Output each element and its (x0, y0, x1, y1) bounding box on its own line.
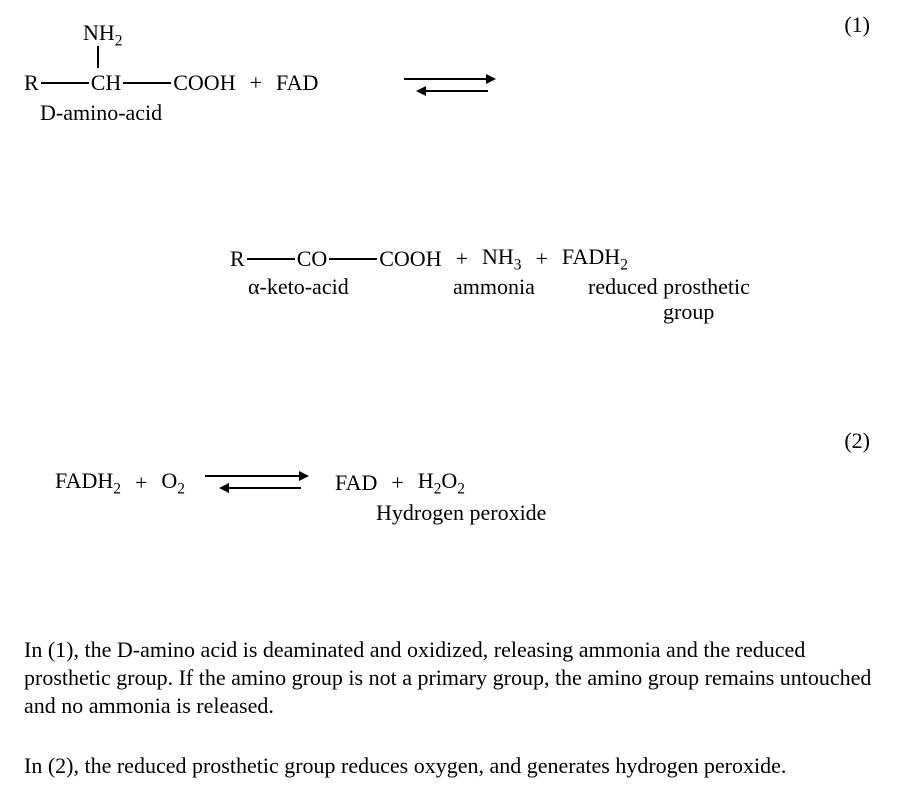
equation-number-2: (2) (844, 428, 870, 454)
equilibrium-arrows-1 (404, 72, 504, 102)
equilibrium-arrows-2 (205, 469, 315, 497)
bond-r-ch (41, 82, 89, 84)
reduced-prosthetic-label-line2: group (663, 299, 714, 325)
nh2-text: NH (83, 20, 115, 45)
plus-sign: + (536, 246, 548, 272)
cooh-group: COOH (173, 70, 235, 96)
bond-co-cooh (329, 258, 377, 260)
arrow-head-left-icon (416, 86, 426, 96)
arrow-head-right-icon (486, 74, 496, 84)
explanation-paragraph-2: In (2), the reduced prosthetic group red… (24, 752, 874, 780)
nh2-vertical-bond (97, 46, 99, 68)
arrow-head-left-icon (219, 483, 229, 493)
fadh2-text: FADH2 (562, 244, 628, 274)
nh2-group: NH2 (83, 20, 122, 50)
o2-reactant: O2 (161, 468, 185, 498)
plus-sign: + (135, 470, 147, 496)
reaction2-row: FADH2 + O2 FAD + H2O2 (55, 468, 465, 498)
hydrogen-peroxide-label: Hydrogen peroxide (376, 500, 546, 526)
plus-sign: + (456, 246, 468, 272)
cooh-group-product: COOH (379, 246, 441, 272)
nh2-subscript: 2 (115, 32, 123, 49)
fad-product: FAD (335, 470, 377, 496)
fadh2-reactant: FADH2 (55, 468, 121, 498)
reaction1-reactant-row: R CH COOH + FAD (24, 70, 318, 96)
nh3-text: NH3 (482, 244, 521, 274)
bond-r-co (247, 258, 295, 260)
arrow-head-right-icon (299, 471, 309, 481)
plus-sign: + (250, 70, 262, 96)
h2o2-product: H2O2 (418, 468, 465, 498)
page-root: (1) NH2 R CH COOH + FAD D-amino-acid R C… (0, 0, 900, 811)
bond-ch-cooh (123, 82, 171, 84)
equation-number-1: (1) (844, 12, 870, 38)
ch-group: CH (91, 70, 122, 96)
alpha-keto-acid-label: α-keto-acid (248, 274, 453, 300)
reduced-prosthetic-label-line1: reduced prosthetic (588, 274, 750, 300)
co-group: CO (297, 246, 328, 272)
d-amino-acid-label: D-amino-acid (40, 100, 162, 126)
ammonia-label: ammonia (453, 274, 588, 300)
explanation-paragraph-1: In (1), the D-amino acid is deaminated a… (24, 636, 874, 720)
reaction1-product-labels-line1: α-keto-acid ammonia reduced prosthetic (248, 274, 750, 300)
r-group-product: R (230, 246, 245, 272)
reaction1-product-row: R CO COOH + NH3 + FADH2 (230, 244, 628, 274)
fad-reactant: FAD (276, 70, 318, 96)
r-group: R (24, 70, 39, 96)
plus-sign: + (391, 470, 403, 496)
